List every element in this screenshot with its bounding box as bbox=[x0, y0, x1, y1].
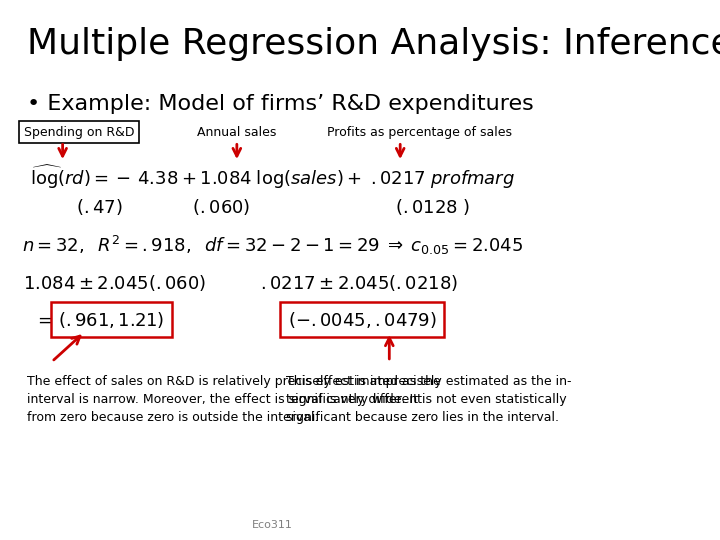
Text: Annual sales: Annual sales bbox=[197, 126, 276, 139]
Text: Spending on R&D: Spending on R&D bbox=[24, 126, 134, 139]
Text: The effect of sales on R&D is relatively precisely estimated as the
interval is : The effect of sales on R&D is relatively… bbox=[27, 375, 441, 424]
Text: $n = 32,\;\;R^2 = .918,\;\;df = 32-2-1 = 29\;\Rightarrow\;c_{0.05} = 2.045$: $n = 32,\;\;R^2 = .918,\;\;df = 32-2-1 =… bbox=[22, 234, 523, 257]
Text: $(.47)\qquad\qquad(.060)\qquad\qquad\qquad\qquad\;(.0128\;)$: $(.47)\qquad\qquad(.060)\qquad\qquad\qqu… bbox=[76, 197, 469, 217]
Text: Multiple Regression Analysis: Inference: Multiple Regression Analysis: Inference bbox=[27, 27, 720, 61]
Text: $(-.0045, .0479)$: $(-.0045, .0479)$ bbox=[288, 309, 436, 330]
Text: Eco311: Eco311 bbox=[252, 520, 292, 530]
Text: • Example: Model of firms’ R&D expenditures: • Example: Model of firms’ R&D expenditu… bbox=[27, 94, 534, 114]
Text: $(.961, 1.21)$: $(.961, 1.21)$ bbox=[58, 309, 165, 330]
Text: $\widehat{\mathrm{log}}(rd) = -\,4.38 + 1.084\;\log(sales)+\;.0217\;profmarg$: $\widehat{\mathrm{log}}(rd) = -\,4.38 + … bbox=[30, 163, 515, 191]
Text: $1.084 \pm 2.045(.060)$: $1.084 \pm 2.045(.060)$ bbox=[23, 273, 206, 293]
Text: $=$: $=$ bbox=[34, 310, 53, 329]
Text: Profits as percentage of sales: Profits as percentage of sales bbox=[327, 126, 512, 139]
Text: $=$: $=$ bbox=[275, 310, 294, 329]
Text: $.0217 \pm 2.045(.0218)$: $.0217 \pm 2.045(.0218)$ bbox=[260, 273, 459, 293]
Text: This effect is imprecisely estimated as the in-
terval is very wide. It is not e: This effect is imprecisely estimated as … bbox=[286, 375, 572, 424]
